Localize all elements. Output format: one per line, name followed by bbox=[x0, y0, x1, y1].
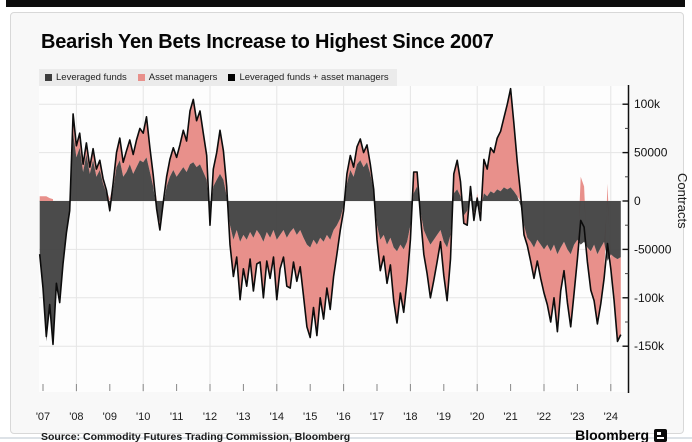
x-tick-label: '24 bbox=[604, 411, 618, 423]
bloomberg-wordmark: Bloomberg bbox=[575, 427, 649, 442]
legend-label: Asset managers bbox=[148, 72, 218, 83]
chart-plot: 100k 50000 0 -50000 -100k -150k '07 '08 '09 '10 '1… bbox=[36, 85, 672, 423]
x-tick-label: '15 bbox=[303, 411, 317, 423]
leveraged-funds-area bbox=[39, 133, 621, 347]
x-tick-label: '09 bbox=[103, 411, 117, 423]
total-line bbox=[38, 87, 622, 346]
y-tick-label: 50000 bbox=[634, 146, 668, 160]
legend-label: Leveraged funds + asset managers bbox=[239, 72, 389, 83]
x-tick-label: '19 bbox=[437, 411, 451, 423]
x-tick-label: '18 bbox=[403, 411, 417, 423]
y-tick-label: -150k bbox=[634, 339, 665, 353]
legend-swatch-icon bbox=[45, 74, 52, 81]
y-tick-label: -50000 bbox=[634, 242, 672, 256]
bloomberg-mark-icon bbox=[654, 428, 667, 442]
x-tick-label: '12 bbox=[203, 411, 217, 423]
asset-managers-area bbox=[39, 88, 621, 342]
y-tick-label: -100k bbox=[634, 291, 665, 305]
x-tick-label: '14 bbox=[270, 411, 284, 423]
x-tick-label: '13 bbox=[236, 411, 250, 423]
page-bottom-edge bbox=[0, 437, 692, 439]
y-tick-label: 100k bbox=[634, 97, 661, 111]
chart-title: Bearish Yen Bets Increase to Highest Sin… bbox=[41, 31, 494, 53]
window-top-bar bbox=[6, 0, 685, 7]
x-tick-label: '17 bbox=[370, 411, 384, 423]
legend-swatch-icon bbox=[228, 74, 236, 81]
x-tick-label: '07 bbox=[36, 411, 50, 423]
chart-card: Bearish Yen Bets Increase to Highest Sin… bbox=[10, 12, 690, 442]
legend-label: Leveraged funds bbox=[56, 72, 127, 83]
x-tick-label: '22 bbox=[537, 411, 551, 423]
legend-swatch-icon bbox=[137, 74, 145, 81]
x-tick-label: '11 bbox=[170, 411, 184, 423]
x-tick-label: '20 bbox=[470, 411, 484, 423]
legend-item-2: Leveraged funds + asset managers bbox=[228, 72, 389, 83]
chart-legend: Leveraged funds Asset managers Leveraged f… bbox=[39, 69, 397, 86]
x-tick-label: '16 bbox=[336, 411, 350, 423]
legend-item-0: Leveraged funds bbox=[45, 72, 127, 83]
y-axis-title: Contracts bbox=[675, 173, 690, 229]
bloomberg-logo: Bloomberg bbox=[575, 427, 667, 442]
source-note: Source: Commodity Futures Trading Commis… bbox=[41, 431, 351, 442]
x-tick-label: '10 bbox=[136, 411, 150, 423]
x-tick-label: '23 bbox=[570, 411, 584, 423]
x-tick-label: '08 bbox=[69, 411, 83, 423]
y-tick-label: 0 bbox=[634, 194, 641, 208]
legend-item-1: Asset managers bbox=[137, 72, 218, 83]
x-tick-label: '21 bbox=[503, 411, 517, 423]
